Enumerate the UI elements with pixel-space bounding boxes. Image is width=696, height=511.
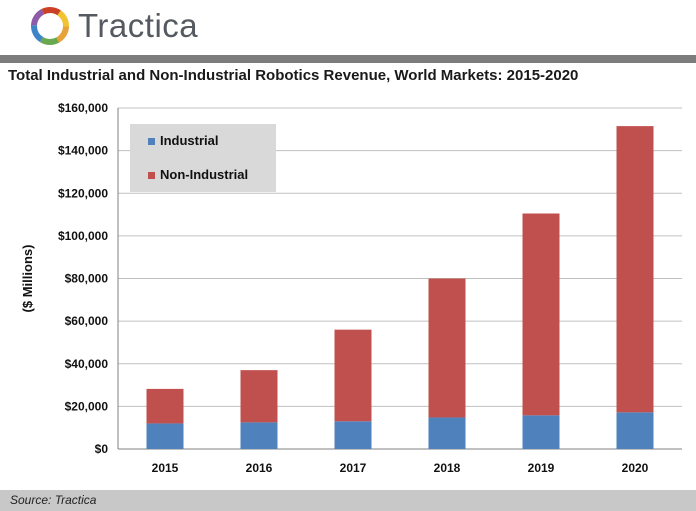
chart-title: Total Industrial and Non-Industrial Robo… (8, 67, 579, 84)
bar-non-industrial-2015 (146, 388, 184, 424)
header-divider-bar (0, 55, 696, 63)
y-tick-label: $20,000 (65, 399, 109, 413)
bar-non-industrial-2016 (240, 370, 278, 423)
bar-industrial-2018 (428, 417, 466, 449)
y-tick-label: $100,000 (58, 229, 108, 243)
bar-non-industrial-2017 (334, 329, 372, 422)
tractica-logo: Tractica (30, 6, 198, 46)
y-tick-label: $160,000 (58, 101, 108, 115)
y-tick-label: $80,000 (65, 272, 109, 286)
bar-industrial-2017 (334, 421, 372, 449)
x-tick-label: 2018 (434, 461, 461, 475)
tractica-logo-icon (31, 7, 69, 45)
x-tick-label: 2015 (152, 461, 179, 475)
legend-label: Non-Industrial (160, 167, 248, 182)
legend-label: Industrial (160, 133, 219, 148)
x-tick-label: 2016 (246, 461, 273, 475)
x-tick-label: 2017 (340, 461, 367, 475)
y-tick-label: $60,000 (65, 314, 109, 328)
source-note: Source: Tractica (10, 493, 97, 507)
brand-name: Tractica (78, 7, 199, 44)
bar-industrial-2019 (522, 415, 560, 449)
y-tick-label: $40,000 (65, 357, 109, 371)
bar-industrial-2015 (146, 423, 184, 449)
legend-box (130, 124, 276, 192)
legend-swatch (148, 138, 155, 145)
bar-non-industrial-2018 (428, 278, 466, 418)
bar-non-industrial-2019 (522, 213, 560, 416)
y-axis-title: ($ Millions) (20, 245, 35, 313)
y-tick-label: $120,000 (58, 186, 108, 200)
bar-industrial-2016 (240, 422, 278, 449)
x-tick-label: 2020 (622, 461, 649, 475)
stacked-bar-chart: $0 $20,000 $40,000 $60,000 $80,000 $100,000 $1… (20, 101, 682, 475)
y-tick-label: $0 (95, 442, 109, 456)
footer-bar: Source: Tractica (0, 490, 696, 511)
bar-industrial-2020 (616, 412, 654, 449)
x-tick-label: 2019 (528, 461, 555, 475)
legend-swatch (148, 172, 155, 179)
bar-non-industrial-2020 (616, 126, 654, 413)
y-tick-label: $140,000 (58, 144, 108, 158)
